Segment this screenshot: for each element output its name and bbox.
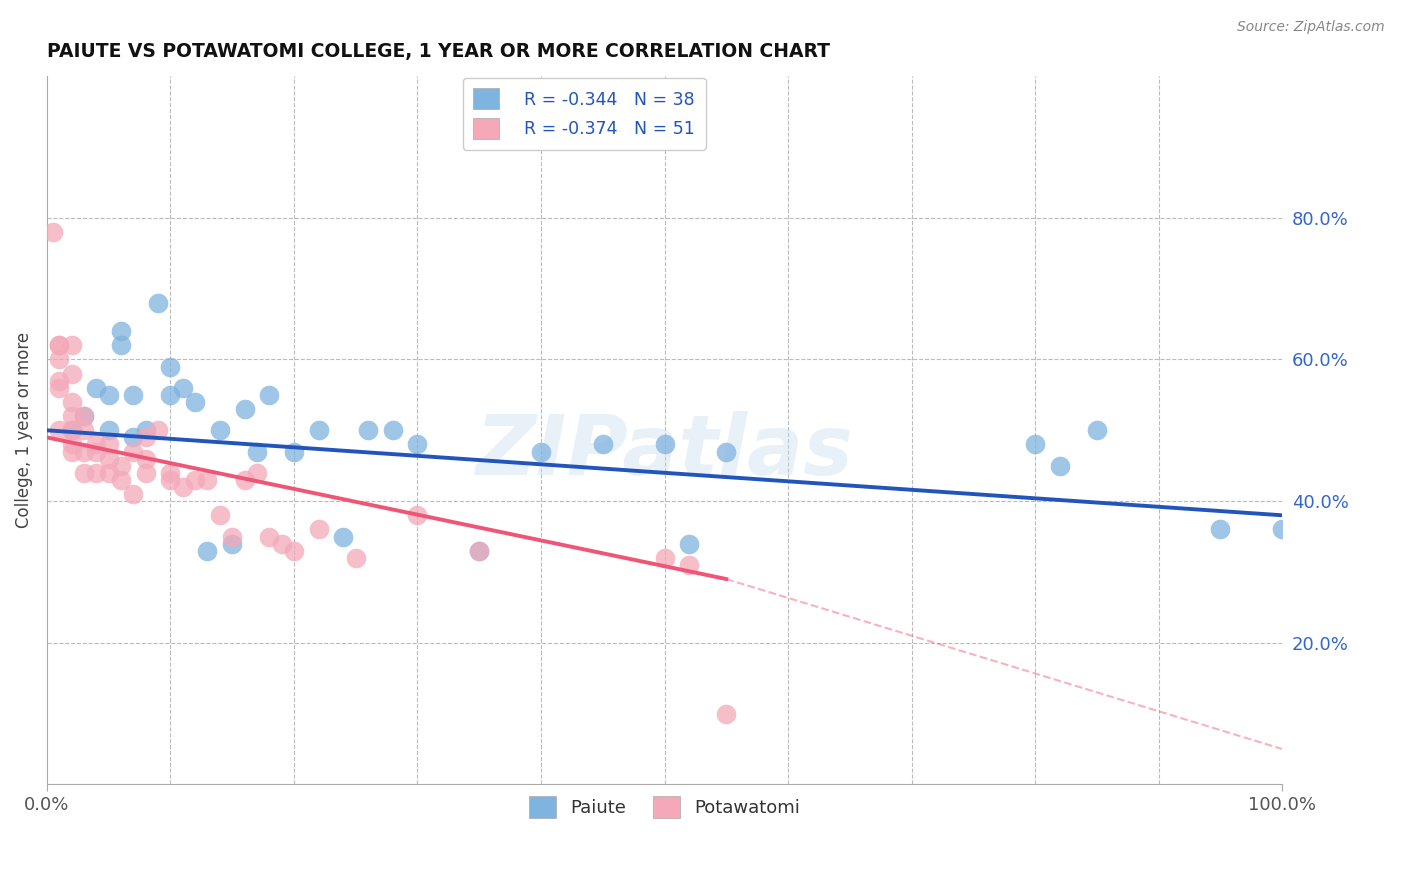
Point	[159, 473, 181, 487]
Point	[184, 395, 207, 409]
Point	[357, 423, 380, 437]
Point	[97, 388, 120, 402]
Point	[1085, 423, 1108, 437]
Y-axis label: College, 1 year or more: College, 1 year or more	[15, 332, 32, 528]
Point	[654, 550, 676, 565]
Point	[468, 543, 491, 558]
Point	[48, 381, 70, 395]
Point	[468, 543, 491, 558]
Point	[716, 444, 738, 458]
Point	[406, 508, 429, 523]
Point	[716, 706, 738, 721]
Point	[110, 458, 132, 473]
Point	[60, 437, 83, 451]
Point	[406, 437, 429, 451]
Point	[208, 508, 231, 523]
Point	[172, 480, 194, 494]
Point	[135, 451, 157, 466]
Point	[146, 296, 169, 310]
Point	[110, 338, 132, 352]
Point	[172, 381, 194, 395]
Point	[122, 487, 145, 501]
Point	[60, 367, 83, 381]
Point	[208, 423, 231, 437]
Point	[1024, 437, 1046, 451]
Point	[110, 324, 132, 338]
Point	[246, 466, 269, 480]
Point	[257, 388, 280, 402]
Point	[1271, 523, 1294, 537]
Point	[654, 437, 676, 451]
Point	[122, 388, 145, 402]
Point	[246, 444, 269, 458]
Point	[530, 444, 553, 458]
Point	[233, 402, 256, 417]
Point	[60, 409, 83, 424]
Point	[48, 423, 70, 437]
Point	[84, 444, 107, 458]
Point	[110, 473, 132, 487]
Text: ZIPatlas: ZIPatlas	[475, 411, 853, 492]
Point	[135, 423, 157, 437]
Point	[308, 423, 330, 437]
Point	[48, 374, 70, 388]
Point	[184, 473, 207, 487]
Point	[122, 444, 145, 458]
Point	[97, 423, 120, 437]
Point	[84, 437, 107, 451]
Point	[60, 423, 83, 437]
Point	[122, 430, 145, 444]
Point	[73, 466, 96, 480]
Point	[135, 466, 157, 480]
Text: PAIUTE VS POTAWATOMI COLLEGE, 1 YEAR OR MORE CORRELATION CHART: PAIUTE VS POTAWATOMI COLLEGE, 1 YEAR OR …	[46, 42, 830, 61]
Point	[381, 423, 404, 437]
Point	[48, 352, 70, 367]
Point	[159, 359, 181, 374]
Point	[60, 338, 83, 352]
Point	[42, 225, 65, 239]
Point	[97, 466, 120, 480]
Point	[60, 395, 83, 409]
Point	[332, 530, 354, 544]
Point	[159, 466, 181, 480]
Point	[308, 523, 330, 537]
Point	[283, 543, 305, 558]
Point	[1049, 458, 1071, 473]
Point	[60, 444, 83, 458]
Point	[197, 473, 219, 487]
Point	[84, 381, 107, 395]
Point	[97, 451, 120, 466]
Point	[73, 409, 96, 424]
Point	[233, 473, 256, 487]
Point	[678, 558, 700, 572]
Point	[1209, 523, 1232, 537]
Text: Source: ZipAtlas.com: Source: ZipAtlas.com	[1237, 20, 1385, 34]
Point	[135, 430, 157, 444]
Point	[678, 536, 700, 550]
Point	[159, 388, 181, 402]
Point	[221, 530, 243, 544]
Point	[60, 423, 83, 437]
Point	[344, 550, 367, 565]
Point	[257, 530, 280, 544]
Point	[73, 409, 96, 424]
Point	[84, 466, 107, 480]
Point	[592, 437, 614, 451]
Point	[97, 437, 120, 451]
Point	[48, 338, 70, 352]
Point	[221, 536, 243, 550]
Point	[270, 536, 292, 550]
Point	[283, 444, 305, 458]
Point	[48, 338, 70, 352]
Point	[197, 543, 219, 558]
Point	[146, 423, 169, 437]
Point	[73, 444, 96, 458]
Point	[73, 423, 96, 437]
Legend: Paiute, Potawatomi: Paiute, Potawatomi	[522, 789, 807, 825]
